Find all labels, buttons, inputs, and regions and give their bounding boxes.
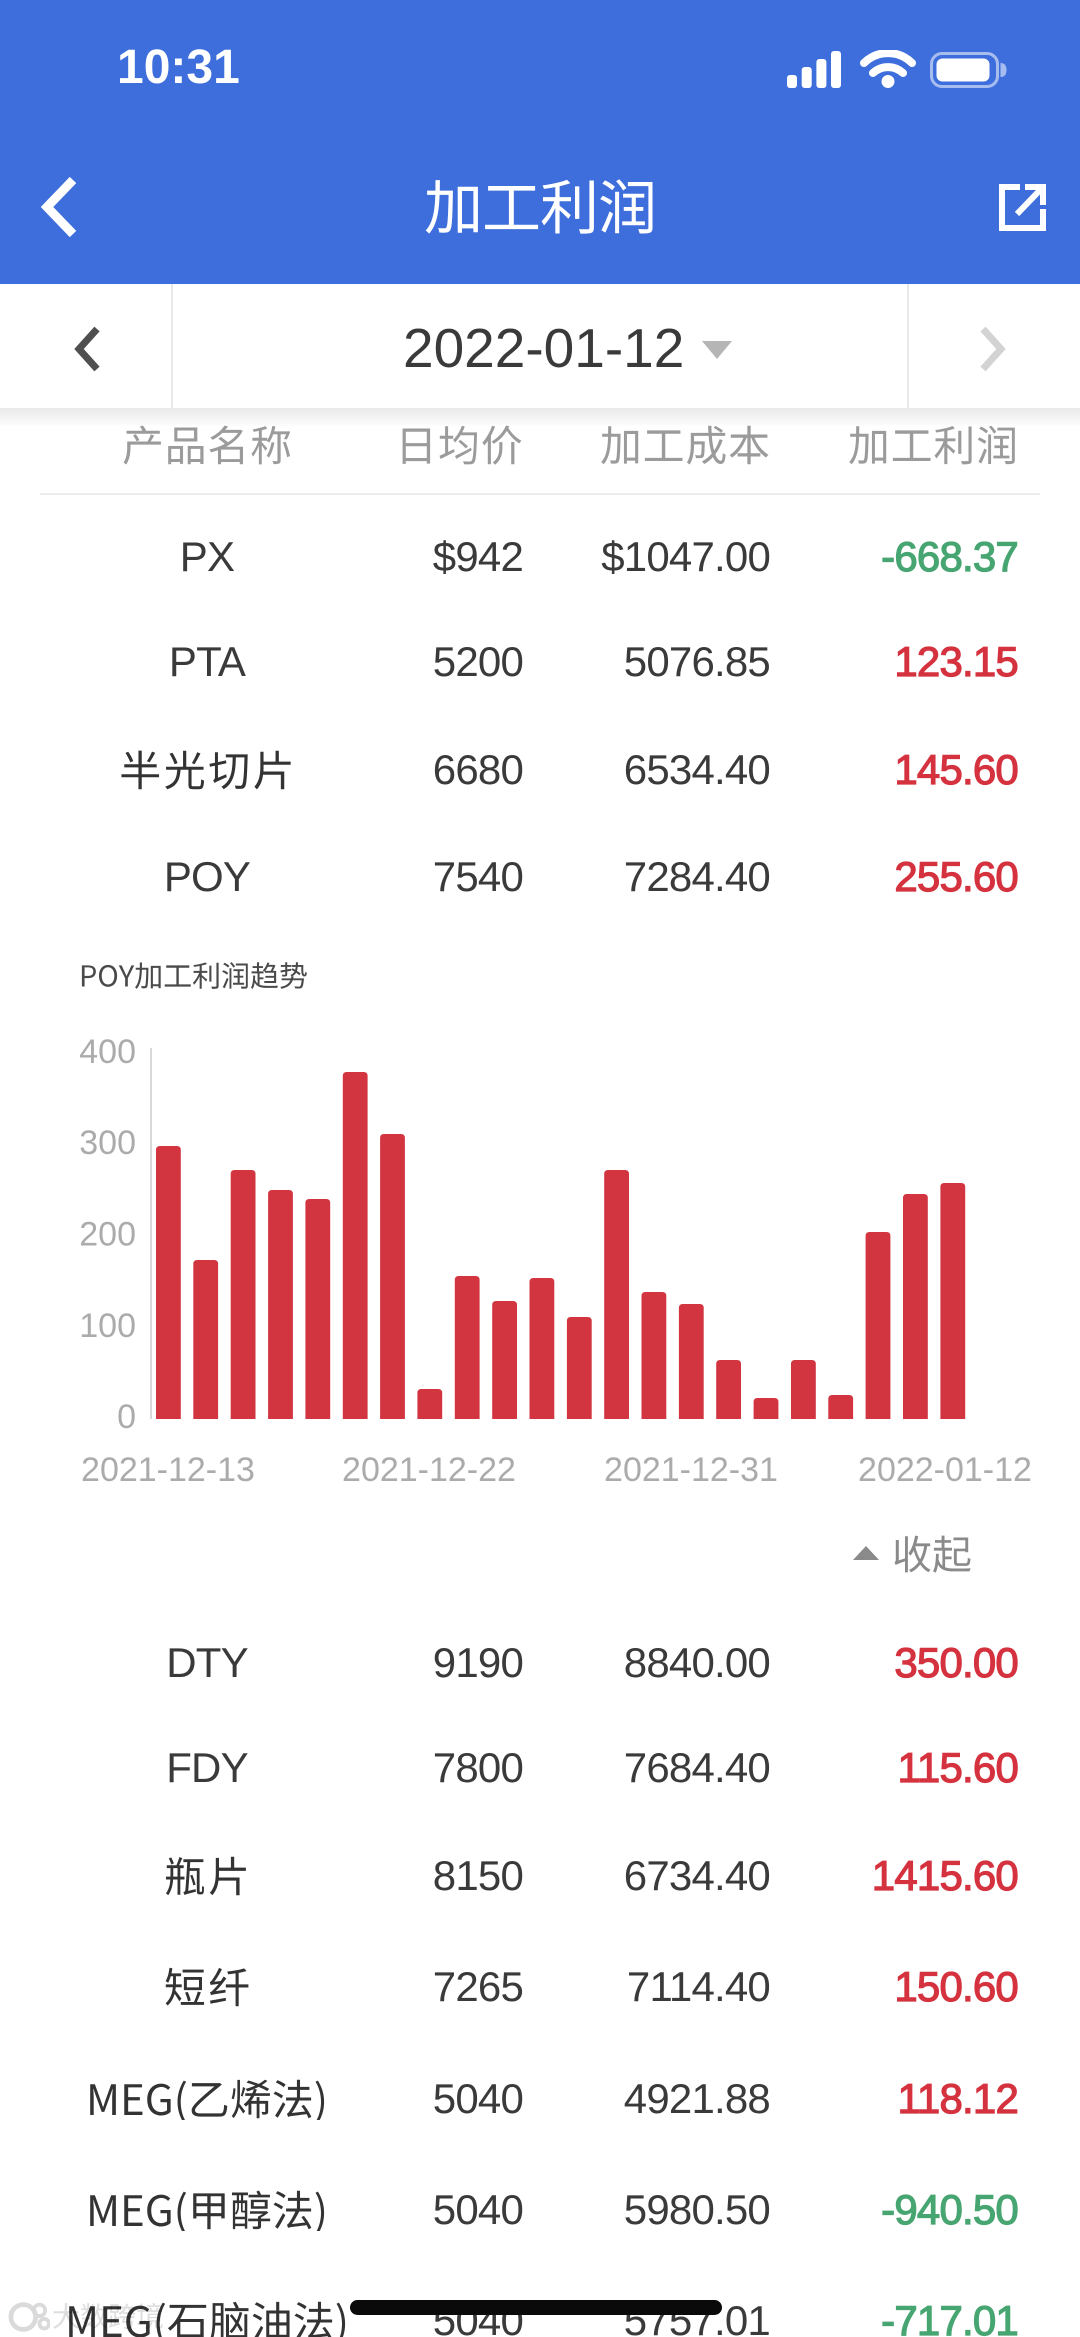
svg-text:200: 200 (79, 1216, 136, 1254)
svg-text:2021-12-13: 2021-12-13 (81, 1451, 255, 1489)
svg-text:2021-12-22: 2021-12-22 (342, 1451, 516, 1489)
svg-text:400: 400 (79, 1033, 136, 1071)
svg-text:2022-01-12: 2022-01-12 (858, 1451, 1032, 1489)
svg-text:300: 300 (79, 1124, 136, 1162)
svg-text:0: 0 (117, 1398, 136, 1436)
svg-text:100: 100 (79, 1307, 136, 1345)
svg-text:2021-12-31: 2021-12-31 (604, 1451, 778, 1489)
